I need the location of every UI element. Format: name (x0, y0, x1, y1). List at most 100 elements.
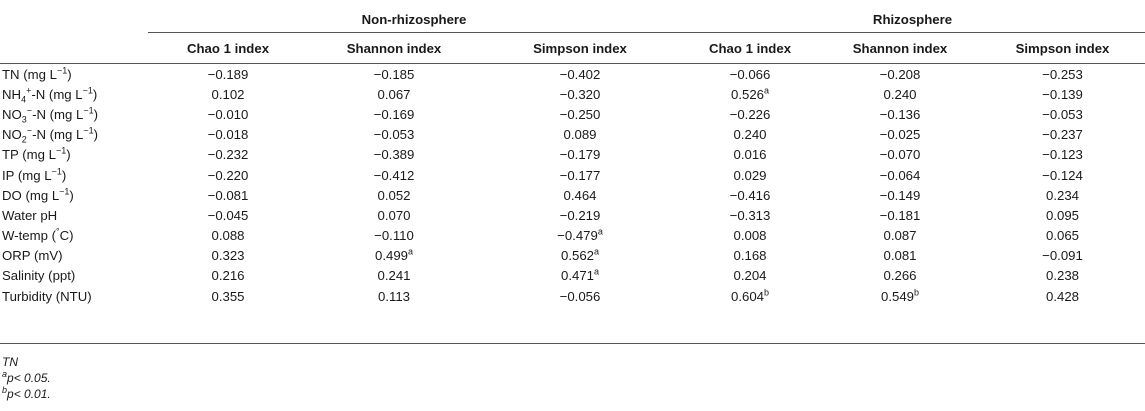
column-header: Shannon index (308, 32, 480, 64)
cell-value: 0.240 (733, 127, 767, 143)
cell-value: 0.113 (377, 288, 411, 304)
cell-value: 0.604 (730, 288, 764, 304)
cell-value: 0.065 (1045, 228, 1079, 244)
table-cell: 0.070 (308, 205, 480, 225)
table-cell: 0.065 (980, 226, 1145, 246)
table-cell: −0.219 (480, 205, 680, 225)
column-header: Chao 1 index (148, 32, 308, 64)
significance-mark: a (408, 246, 414, 257)
table-cell: −0.412 (308, 165, 480, 185)
table-cell: 0.067 (308, 84, 480, 104)
table-cell: −0.053 (980, 104, 1145, 124)
cell-value: 0.549 (880, 288, 914, 304)
cell-value: −0.402 (559, 66, 601, 82)
label-text: -N (mg L (31, 86, 83, 102)
cell-value: −0.081 (207, 187, 249, 203)
cell-value: 0.089 (563, 127, 597, 143)
cell-value: −0.025 (879, 127, 921, 143)
table-cell: −0.124 (980, 165, 1145, 185)
table-cell: 0.204 (680, 266, 820, 286)
table-cell: 0.081 (820, 246, 980, 266)
table-cell: 0.168 (680, 246, 820, 266)
cell-value: −0.320 (559, 86, 601, 102)
cell-value: −0.018 (207, 127, 249, 143)
table-cell: −0.025 (820, 125, 980, 145)
table-cell: −0.110 (308, 226, 480, 246)
table-cell: −0.070 (820, 145, 980, 165)
cell-value: 0.238 (1045, 268, 1079, 284)
table-cell: −0.416 (680, 185, 820, 205)
cell-value: 0.526 (730, 86, 764, 102)
cell-value: 0.428 (1045, 288, 1079, 304)
cell-value: 0.102 (211, 86, 245, 102)
table-cell: −0.045 (148, 205, 308, 225)
label-superscript: −1 (59, 186, 70, 197)
group-header-non-rhizosphere: Non-rhizosphere (148, 6, 680, 33)
table-cell: −0.123 (980, 145, 1145, 165)
label-text: ) (93, 127, 99, 143)
cell-value: −0.110 (374, 228, 414, 244)
table-cell: 0.089 (480, 125, 680, 145)
label-text: Turbidity (NTU) (2, 288, 92, 304)
label-superscript: + (26, 85, 32, 96)
table-cell: 0.464 (480, 185, 680, 205)
table-cell: −0.081 (148, 185, 308, 205)
label-superscript: − (26, 105, 33, 116)
row-label: TN (mg L−1) (0, 64, 148, 85)
table-row: IP (mg L−1) −0.220 −0.412 −0.177 0.029 −0.064… (0, 165, 1145, 185)
cell-value: −0.189 (207, 66, 249, 82)
table-cell: 0.238 (980, 266, 1145, 286)
cell-value: −0.416 (729, 187, 771, 203)
table-cell: 0.266 (820, 266, 980, 286)
footnote-abbreviation: TN (2, 355, 18, 369)
table-cell: −0.064 (820, 165, 980, 185)
table-cell: 0.095 (980, 205, 1145, 225)
label-subscript: 3 (21, 114, 27, 125)
correlation-table: Non-rhizosphere Rhizosphere Chao 1 index… (0, 6, 1145, 306)
cell-value: 0.499 (374, 248, 408, 264)
cell-value: −0.220 (207, 167, 249, 183)
table-cell: −0.185 (308, 64, 480, 85)
cell-value: −0.232 (207, 147, 249, 163)
table-cell: 0.029 (680, 165, 820, 185)
cell-value: −0.070 (879, 147, 921, 163)
cell-value: −0.185 (373, 66, 415, 82)
table-cell: 0.240 (680, 125, 820, 145)
significance-mark: a (594, 246, 600, 257)
table-cell: −0.220 (148, 165, 308, 185)
table-cell: 0.102 (148, 84, 308, 104)
cell-value: 0.168 (733, 248, 767, 264)
table-cell: −0.010 (148, 104, 308, 124)
label-text: ) (69, 187, 74, 203)
table-cell: 0.471a (480, 266, 680, 286)
cell-value: 0.266 (883, 268, 917, 284)
label-text: Salinity (ppt) (2, 268, 76, 284)
cell-value: 0.204 (733, 268, 767, 284)
label-text: TN (mg L (2, 66, 57, 82)
table-cell: 0.008 (680, 226, 820, 246)
cell-value: 0.464 (563, 187, 597, 203)
label-text: DO (mg L (2, 187, 60, 203)
cell-value: 0.216 (211, 268, 245, 284)
row-label: Salinity (ppt) (0, 266, 148, 286)
label-text: NO (2, 106, 22, 122)
table-row: Water pH −0.045 0.070 −0.219 −0.313 −0.181 0.0… (0, 205, 1145, 225)
cell-value: −0.169 (373, 106, 415, 122)
table-cell: 0.562a (480, 246, 680, 266)
row-label: NO3−-N (mg L−1) (0, 104, 148, 124)
row-label: NO2−-N (mg L−1) (0, 125, 148, 145)
significance-mark: a (764, 85, 770, 96)
table-cell: −0.189 (148, 64, 308, 85)
cell-value: 0.016 (733, 147, 767, 163)
table-cell: −0.177 (480, 165, 680, 185)
cell-value: 0.323 (211, 248, 245, 264)
row-label-header (0, 32, 148, 64)
label-text: ) (61, 167, 67, 183)
table-cell: −0.320 (480, 84, 680, 104)
table-cell: 0.052 (308, 185, 480, 205)
cell-value: −0.124 (1042, 167, 1083, 183)
table-row: TN (mg L−1) −0.189 −0.185 −0.402 −0.066 −0.20… (0, 64, 1145, 85)
row-label: IP (mg L−1) (0, 165, 148, 185)
table-cell: 0.087 (820, 226, 980, 246)
table-cell: −0.313 (680, 205, 820, 225)
